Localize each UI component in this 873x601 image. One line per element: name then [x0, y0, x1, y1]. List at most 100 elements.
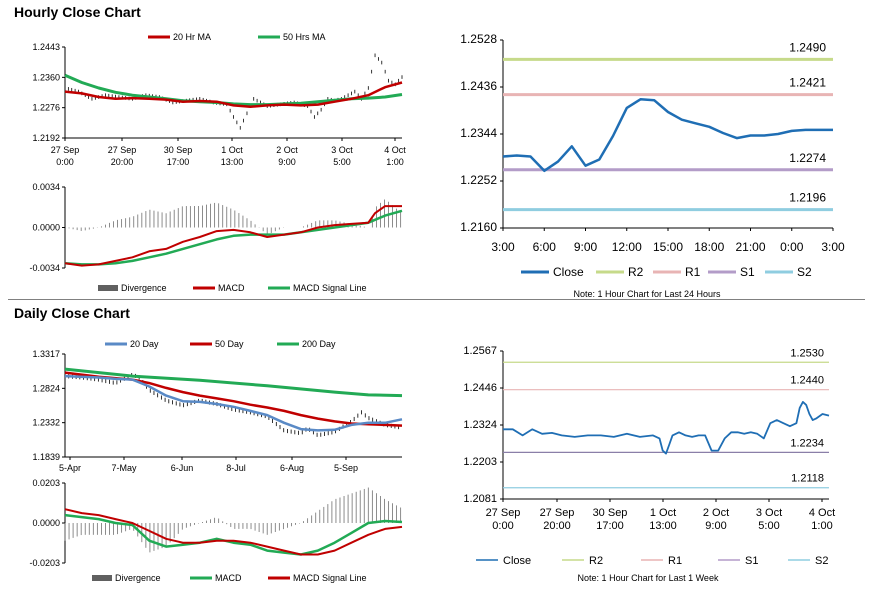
hourly-price-x-tick-label: 27 Sep 0:00: [51, 145, 80, 167]
hourly-legend-ma20-label: 20 Hr MA: [173, 32, 211, 42]
hourly-pivot-x-tick-label: 21:00: [735, 240, 765, 254]
hourly-macd-line: [64, 205, 402, 267]
hourly-legend-divergence-swatch: [98, 285, 118, 291]
daily-legend-200day-label: 200 Day: [302, 339, 336, 349]
hourly-pivot-y-tick-label: 1.2160: [460, 220, 497, 234]
daily-pivot-y-tick-label: 1.2446: [463, 382, 497, 394]
daily-legend-divergence-label: Divergence: [115, 573, 161, 583]
daily-pivot-y-tick-label: 1.2081: [463, 493, 497, 505]
daily-pivot-r1-label: 1.2440: [790, 375, 824, 387]
hourly-price-x-tick-label: 1 Oct 13:00: [221, 145, 244, 167]
daily-pivot-s1-label: 1.2234: [790, 437, 824, 449]
hourly-macd-y-tick-label: 0.0034: [32, 182, 60, 192]
hourly-macd-y-tick-label: -0.0034: [29, 263, 60, 273]
daily-macd-y-tick-label: 0.0000: [32, 518, 60, 528]
hourly-pivot-x-tick-label: 3:00: [491, 240, 515, 254]
hourly-pivot-x-tick-label: 0:00: [780, 240, 804, 254]
daily-pivot-y-tick-label: 1.2567: [463, 345, 497, 357]
daily-legend-divergence-swatch: [92, 575, 112, 581]
hourly-price-y-tick-label: 1.2276: [32, 103, 60, 113]
hourly-pivot-s2-label: 1.2196: [789, 191, 826, 205]
daily-pivot-close-line: [503, 400, 830, 455]
daily-pivot-legend-s1-label: S1: [745, 555, 758, 567]
hourly-pivot-legend-close-label: Close: [553, 265, 584, 279]
daily-price-y-tick-label: 1.2332: [32, 418, 60, 428]
hourly-pivot-legend-s1-label: S1: [740, 265, 755, 279]
hourly-legend-ma50-label: 50 Hrs MA: [283, 32, 326, 42]
hourly-pivot-s1-label: 1.2274: [789, 151, 826, 165]
hourly-pivot-legend-r2-label: R2: [628, 265, 644, 279]
hourly-pivot-x-tick-label: 15:00: [653, 240, 683, 254]
hourly-price-x-tick-label: 2 Oct 9:00: [276, 145, 298, 167]
daily-macd-line: [64, 513, 403, 556]
hourly-pivot-y-tick-label: 1.2252: [460, 173, 497, 187]
daily-legend-macd-label: MACD: [215, 573, 242, 583]
hourly-pivot-close-line: [502, 98, 833, 173]
daily-legend-20day-label: 20 Day: [130, 339, 159, 349]
hourly-pivot-x-tick-label: 12:00: [612, 240, 642, 254]
hourly-pivot-note: Note: 1 Hour Chart for Last 24 Hours: [573, 289, 721, 299]
daily-pivot-x-tick-label: 3 Oct 5:00: [756, 507, 782, 532]
hourly-macd-signal-line: [64, 209, 403, 266]
hourly-pivot-legend-r1-label: R1: [685, 265, 701, 279]
hourly-ma50-line: [64, 73, 403, 107]
hourly-ma20-line: [64, 81, 403, 109]
daily-200day-line: [64, 367, 403, 398]
daily-pivot-x-tick-label: 27 Sep 0:00: [486, 507, 521, 532]
hourly-legend-macd-label: MACD: [218, 283, 245, 293]
daily-price-x-tick-label: 6-Aug: [280, 463, 304, 473]
daily-pivot-legend-close-label: Close: [503, 555, 531, 567]
daily-pivot-x-tick-label: 27 Sep 20:00: [540, 507, 575, 532]
daily-pivot-legend-r2-label: R2: [589, 555, 603, 567]
daily-price-x-tick-label: 7-May: [111, 463, 137, 473]
hourly-legend-divergence-label: Divergence: [121, 283, 167, 293]
daily-pivot-legend-s2-label: S2: [815, 555, 828, 567]
daily-pivot-y-tick-label: 1.2324: [463, 419, 497, 431]
daily-price-y-tick-label: 1.2824: [32, 383, 60, 393]
daily-pivot-note: Note: 1 Hour Chart for Last 1 Week: [578, 573, 719, 583]
hourly-pivot-r2-label: 1.2490: [789, 40, 826, 54]
hourly-price-x-tick-label: 27 Sep 20:00: [108, 145, 137, 167]
daily-section-title: Daily Close Chart: [14, 305, 130, 321]
daily-legend-50day-label: 50 Day: [215, 339, 244, 349]
daily-pivot-x-tick-label: 1 Oct 13:00: [649, 507, 677, 532]
hourly-price-x-tick-label: 3 Oct 5:00: [331, 145, 353, 167]
daily-pivot-y-tick-label: 1.2203: [463, 456, 497, 468]
daily-price-x-tick-label: 5-Apr: [59, 463, 81, 473]
hourly-pivot-r1-label: 1.2421: [789, 76, 826, 90]
daily-macd-y-tick-label: 0.0203: [32, 478, 60, 488]
daily-20day-line: [64, 374, 403, 432]
hourly-pivot-y-tick-label: 1.2528: [460, 32, 497, 46]
hourly-price-x-tick-label: 4 Oct 1:00: [384, 145, 406, 167]
daily-price-y-tick-label: 1.1839: [32, 452, 60, 462]
daily-pivot-legend-r1-label: R1: [668, 555, 682, 567]
daily-macd-y-tick-label: -0.0203: [29, 558, 60, 568]
daily-price-y-tick-label: 1.3317: [32, 349, 60, 359]
hourly-pivot-x-tick-label: 18:00: [694, 240, 724, 254]
hourly-pivot-x-tick-label: 3:00: [821, 240, 845, 254]
hourly-price-x-tick-label: 30 Sep 17:00: [164, 145, 193, 167]
daily-macd-signal-line: [64, 508, 403, 556]
hourly-price-y-tick-label: 1.2443: [32, 42, 60, 52]
hourly-pivot-x-tick-label: 6:00: [533, 240, 557, 254]
hourly-pivot-y-tick-label: 1.2344: [460, 126, 497, 140]
hourly-price-y-tick-label: 1.2192: [32, 133, 60, 143]
daily-price-x-tick-label: 5-Sep: [334, 463, 358, 473]
daily-pivot-x-tick-label: 2 Oct 9:00: [703, 507, 729, 532]
hourly-pivot-x-tick-label: 9:00: [574, 240, 598, 254]
hourly-pivot-y-tick-label: 1.2436: [460, 79, 497, 93]
daily-pivot-x-tick-label: 4 Oct 1:00: [809, 507, 835, 532]
daily-legend-signal-label: MACD Signal Line: [293, 573, 367, 583]
hourly-section-title: Hourly Close Chart: [14, 4, 141, 20]
hourly-price-y-tick-label: 1.2360: [32, 72, 60, 82]
daily-price-x-tick-label: 8-Jul: [226, 463, 246, 473]
daily-pivot-x-tick-label: 30 Sep 17:00: [593, 507, 628, 532]
hourly-pivot-legend-s2-label: S2: [797, 265, 812, 279]
hourly-macd-y-tick-label: 0.0000: [32, 223, 60, 233]
hourly-legend-signal-label: MACD Signal Line: [293, 283, 367, 293]
daily-price-x-tick-label: 6-Jun: [171, 463, 194, 473]
section-divider: [8, 299, 865, 300]
daily-pivot-s2-label: 1.2118: [791, 473, 824, 485]
daily-pivot-r2-label: 1.2530: [790, 347, 824, 359]
